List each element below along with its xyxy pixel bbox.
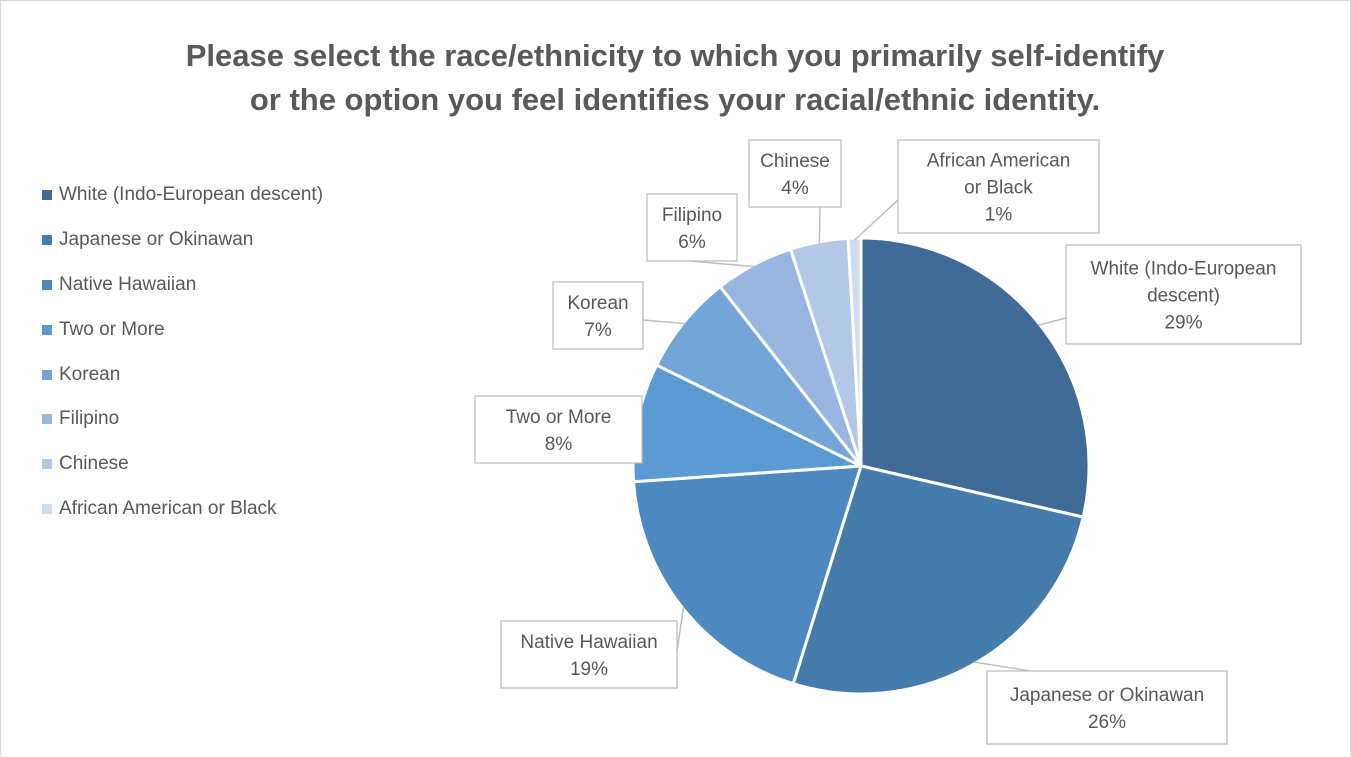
legend-swatch — [42, 190, 52, 201]
callout-leader-line — [1037, 317, 1067, 326]
legend-item: Korean — [42, 352, 422, 397]
callout-box — [1065, 244, 1302, 345]
data-label-category: Two or More — [506, 407, 612, 428]
callout-box — [897, 139, 1100, 234]
data-label-percent: 8% — [545, 434, 573, 455]
legend-swatch — [42, 235, 52, 246]
legend-swatch — [42, 459, 52, 470]
callout-leader-line — [818, 206, 821, 244]
callout-box — [986, 670, 1228, 745]
legend-label: Native Hawaiian — [59, 273, 197, 295]
data-label-percent: 7% — [584, 320, 612, 341]
legend-item: Native Hawaiian — [42, 263, 422, 308]
legend-label: African American or Black — [59, 497, 277, 519]
data-label-percent: 19% — [570, 659, 608, 680]
data-label-category: Korean — [567, 293, 628, 314]
callout-leader-line — [642, 319, 686, 325]
data-label-category: Native Hawaiian — [520, 632, 657, 653]
data-label-category: African American — [927, 151, 1071, 172]
pie-slice — [655, 285, 863, 468]
data-label-percent: 6% — [678, 232, 706, 253]
data-label-category: Chinese — [760, 151, 830, 172]
pie-slice — [859, 236, 1091, 519]
legend-item: African American or Black — [42, 487, 422, 532]
pie-slice — [632, 464, 863, 686]
pie-slice — [791, 464, 1085, 696]
legend-item: Chinese — [42, 442, 422, 487]
legend-swatch — [42, 503, 52, 514]
callout-box — [646, 193, 738, 262]
data-label-category: White (Indo-European — [1091, 259, 1277, 280]
legend-swatch — [42, 414, 52, 425]
legend-item: Two or More — [42, 307, 422, 352]
chart-legend: White (Indo-European descent) Japanese or… — [42, 173, 422, 531]
callout-leader-line — [676, 606, 685, 652]
legend-item: Japanese or Okinawan — [42, 218, 422, 263]
legend-label: Japanese or Okinawan — [59, 229, 254, 251]
legend-label: White (Indo-European descent) — [59, 184, 324, 206]
legend-item: White (Indo-European descent) — [42, 173, 422, 218]
callout-leader-line — [973, 661, 1031, 672]
data-label-category: Filipino — [662, 205, 722, 226]
legend-item: Filipino — [42, 397, 422, 442]
legend-swatch — [42, 324, 52, 335]
legend-label: Filipino — [59, 408, 120, 430]
data-label-percent: 1% — [985, 205, 1013, 226]
data-label-percent: 4% — [781, 178, 809, 199]
callout-box — [748, 139, 842, 208]
legend-swatch — [42, 369, 52, 380]
chart-title-line-1: Please select the race/ethnicity to whic… — [185, 38, 1165, 73]
data-label-category: or Black — [964, 178, 1033, 199]
callout-leader-line — [854, 199, 899, 241]
legend-label: Chinese — [59, 453, 129, 475]
data-label-category: descent) — [1147, 286, 1220, 307]
data-label-category: Japanese or Okinawan — [1010, 685, 1204, 706]
chart-title: Please select the race/ethnicity to whic… — [100, 34, 1250, 122]
legend-label: Two or More — [59, 318, 165, 340]
legend-swatch — [42, 279, 52, 290]
chart-title-line-2: or the option you feel identifies your r… — [249, 82, 1101, 117]
legend-label: Korean — [59, 363, 121, 385]
pie-slice — [846, 236, 863, 468]
data-label-percent: 29% — [1164, 313, 1202, 334]
callout-box — [500, 620, 678, 689]
callout-leader-line — [689, 260, 755, 268]
callout-box — [474, 395, 643, 464]
data-label-percent: 26% — [1088, 712, 1126, 733]
callout-box — [552, 281, 644, 350]
